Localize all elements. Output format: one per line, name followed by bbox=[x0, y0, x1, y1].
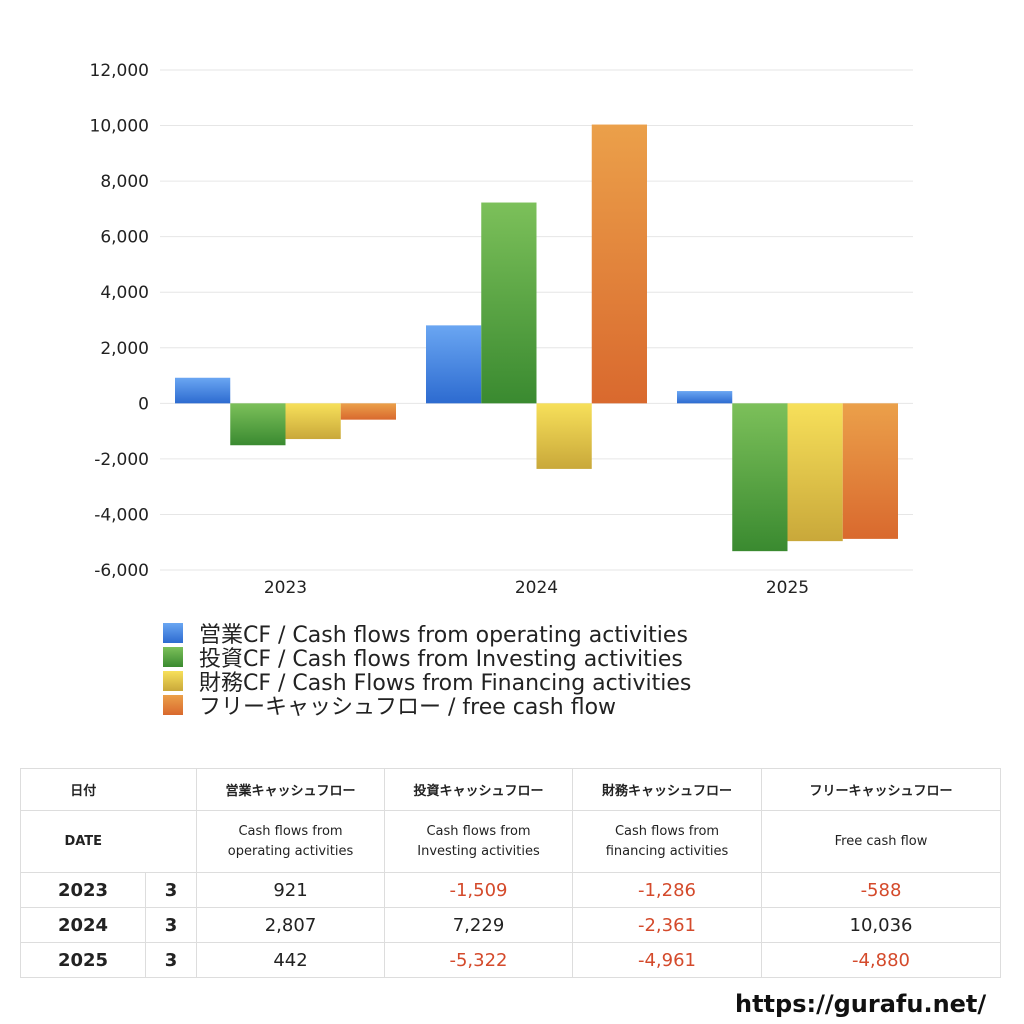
row-operating: 442 bbox=[196, 942, 385, 978]
y-tick-label: -4,000 bbox=[94, 505, 149, 525]
table-header-jp: 日付 営業キャッシュフロー 投資キャッシュフロー 財務キャッシュフロー フリーキ… bbox=[20, 768, 1001, 811]
header-free-jp: フリーキャッシュフロー bbox=[761, 768, 1001, 811]
header-investing-en-line1: Cash flows from bbox=[426, 823, 531, 839]
header-date-en: DATE bbox=[20, 810, 146, 873]
row-operating: 2,807 bbox=[196, 907, 385, 943]
row-month: 3 bbox=[145, 872, 197, 908]
bar-free-2025 bbox=[842, 403, 898, 539]
header-investing-en-line2: Investing activities bbox=[417, 843, 540, 859]
row-free: -4,880 bbox=[761, 942, 1001, 978]
header-financing-en-line2: financing activities bbox=[605, 843, 729, 859]
bar-investing-2025 bbox=[732, 403, 788, 552]
header-blank bbox=[145, 768, 197, 811]
x-tick-label: 2025 bbox=[766, 578, 809, 598]
bar-free-2024 bbox=[591, 124, 647, 404]
table-row: 2023 3 921 -1,509 -1,286 -588 bbox=[20, 872, 1001, 908]
header-free-en-line1: Free cash flow bbox=[834, 833, 928, 849]
row-free: -588 bbox=[761, 872, 1001, 908]
row-operating: 921 bbox=[196, 872, 385, 908]
row-year: 2024 bbox=[20, 907, 146, 943]
cash-flow-table: 日付 営業キャッシュフロー 投資キャッシュフロー 財務キャッシュフロー フリーキ… bbox=[20, 768, 1001, 978]
row-investing: 7,229 bbox=[384, 907, 573, 943]
row-month: 3 bbox=[145, 942, 197, 978]
legend-item-investing: 投資CF / Cash flows from Investing activit… bbox=[163, 645, 691, 672]
row-investing: -5,322 bbox=[384, 942, 573, 978]
table-row: 2025 3 442 -5,322 -4,961 -4,880 bbox=[20, 942, 1001, 978]
row-year: 2025 bbox=[20, 942, 146, 978]
header-date-jp: 日付 bbox=[20, 768, 146, 811]
bar-free-2023 bbox=[340, 403, 396, 420]
y-tick-label: 0 bbox=[138, 394, 149, 414]
row-month: 3 bbox=[145, 907, 197, 943]
row-investing: -1,509 bbox=[384, 872, 573, 908]
legend-label-operating: 営業CF / Cash flows from operating activit… bbox=[199, 623, 688, 648]
bar-financing-2024 bbox=[536, 403, 592, 469]
table-header-en: DATE Cash flows from operating activitie… bbox=[20, 810, 1001, 873]
header-operating-en: Cash flows from operating activities bbox=[196, 810, 385, 873]
table-row: 2024 3 2,807 7,229 -2,361 10,036 bbox=[20, 907, 1001, 943]
bar-financing-2025 bbox=[787, 403, 843, 542]
y-tick-label: -2,000 bbox=[94, 450, 149, 470]
legend-label-investing: 投資CF / Cash flows from Investing activit… bbox=[199, 647, 683, 672]
header-operating-jp: 営業キャッシュフロー bbox=[196, 768, 385, 811]
bar-investing-2023 bbox=[230, 403, 286, 446]
bar-operating-2025 bbox=[677, 391, 733, 404]
site-url[interactable]: https://gurafu.net/ bbox=[735, 990, 987, 1018]
legend-swatch-operating bbox=[163, 623, 183, 643]
bar-investing-2024 bbox=[481, 202, 537, 404]
y-tick-label: -6,000 bbox=[94, 561, 149, 581]
cash-flow-chart: 12,000 10,000 8,000 6,000 4,000 2,000 0 -2,000 -… bbox=[90, 61, 913, 598]
header-investing-jp: 投資キャッシュフロー bbox=[384, 768, 573, 811]
header-financing-en: Cash flows from financing activities bbox=[572, 810, 762, 873]
header-financing-jp: 財務キャッシュフロー bbox=[572, 768, 762, 811]
bar-operating-2023 bbox=[175, 377, 231, 404]
y-axis-ticks: 12,000 10,000 8,000 6,000 4,000 2,000 0 -2,000 -… bbox=[90, 61, 149, 581]
y-tick-label: 2,000 bbox=[100, 339, 149, 359]
row-free: 10,036 bbox=[761, 907, 1001, 943]
legend-item-free: フリーキャッシュフロー / free cash flow bbox=[163, 693, 691, 720]
y-tick-label: 4,000 bbox=[100, 283, 149, 303]
legend-label-financing: 財務CF / Cash Flows from Financing activit… bbox=[199, 671, 692, 696]
legend-item-financing: 財務CF / Cash Flows from Financing activit… bbox=[163, 669, 691, 696]
y-tick-label: 12,000 bbox=[90, 61, 149, 81]
legend-item-operating: 営業CF / Cash flows from operating activit… bbox=[163, 621, 691, 648]
x-tick-label: 2024 bbox=[515, 578, 558, 598]
legend-label-free: フリーキャッシュフロー / free cash flow bbox=[199, 695, 617, 720]
y-tick-label: 6,000 bbox=[100, 228, 149, 248]
bar-financing-2023 bbox=[285, 403, 341, 440]
row-financing: -4,961 bbox=[572, 942, 762, 978]
legend-swatch-investing bbox=[163, 647, 183, 667]
x-tick-label: 2023 bbox=[264, 578, 307, 598]
row-financing: -2,361 bbox=[572, 907, 762, 943]
legend-swatch-free bbox=[163, 695, 183, 715]
row-financing: -1,286 bbox=[572, 872, 762, 908]
legend-swatch-financing bbox=[163, 671, 183, 691]
header-blank-en bbox=[145, 810, 197, 873]
header-free-en: Free cash flow bbox=[761, 810, 1001, 873]
y-tick-label: 8,000 bbox=[100, 172, 149, 192]
bar-operating-2024 bbox=[426, 325, 482, 404]
row-year: 2023 bbox=[20, 872, 146, 908]
header-operating-en-line1: Cash flows from bbox=[238, 823, 343, 839]
header-investing-en: Cash flows from Investing activities bbox=[384, 810, 573, 873]
x-axis-ticks: 2023 2024 2025 bbox=[264, 578, 809, 598]
header-financing-en-line1: Cash flows from bbox=[614, 823, 720, 839]
header-operating-en-line2: operating activities bbox=[227, 843, 354, 859]
chart-legend: 営業CF / Cash flows from operating activit… bbox=[163, 621, 691, 720]
y-tick-label: 10,000 bbox=[90, 117, 149, 137]
bars bbox=[175, 124, 898, 552]
